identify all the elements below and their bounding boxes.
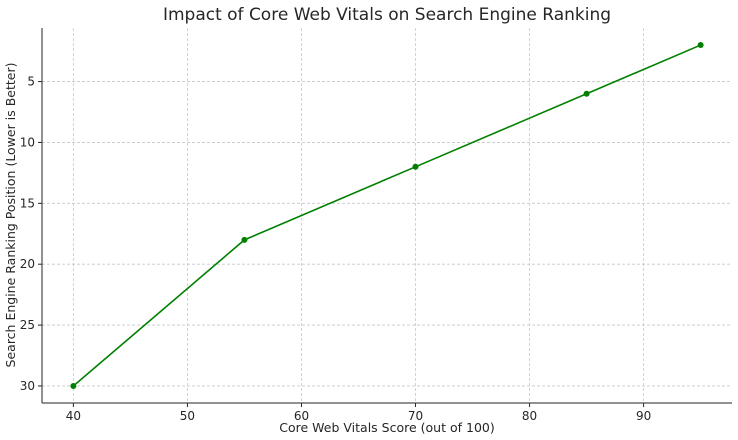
series-line [72, 44, 701, 387]
x-tick-label: 50 [180, 409, 195, 423]
ticks: 40 50 60 70 80 90 5 10 15 20 25 30 [20, 75, 652, 423]
y-tick-label: 5 [27, 75, 35, 89]
series [70, 42, 704, 389]
y-tick-label: 10 [20, 135, 35, 149]
x-tick-label: 90 [636, 409, 651, 423]
x-axis-label: Core Web Vitals Score (out of 100) [279, 420, 494, 435]
axes [41, 28, 732, 404]
data-point [697, 42, 704, 49]
data-point [241, 236, 248, 243]
y-tick-label: 30 [20, 379, 35, 393]
y-tick-label: 20 [20, 257, 35, 271]
chart-title: Impact of Core Web Vitals on Search Engi… [163, 5, 611, 25]
x-tick-label: 40 [66, 409, 81, 423]
y-tick-label: 15 [20, 196, 35, 210]
grid [42, 28, 732, 403]
y-axis-label: Search Engine Ranking Position (Lower is… [3, 63, 18, 368]
data-point [70, 382, 77, 389]
data-point [412, 163, 419, 170]
x-tick-label: 80 [522, 409, 537, 423]
data-point [583, 90, 590, 97]
y-tick-label: 25 [20, 318, 35, 332]
x-tick-label: 70 [408, 409, 423, 423]
x-tick-label: 60 [294, 409, 309, 423]
